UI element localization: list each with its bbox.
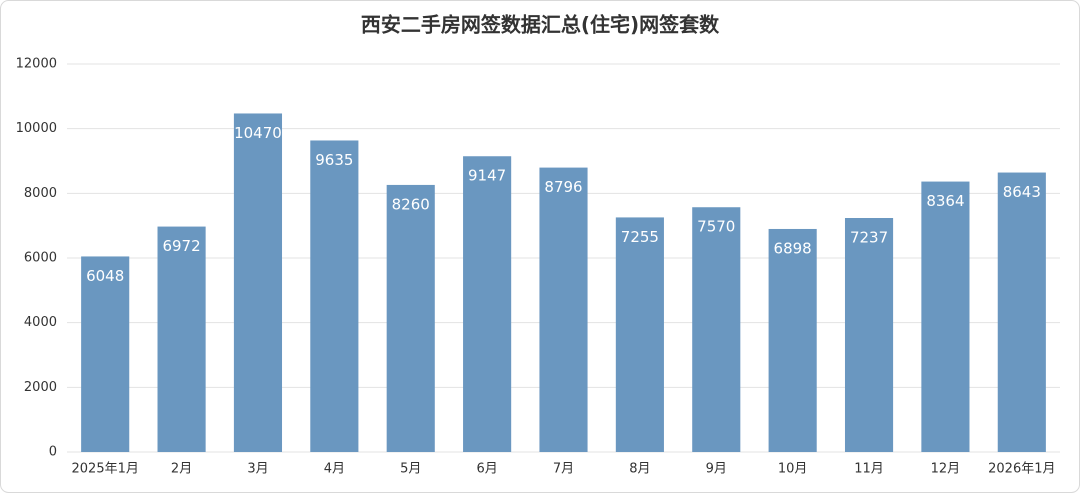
value-label: 10470 [234, 124, 282, 142]
value-label: 6898 [774, 239, 812, 257]
y-tick-label: 2000 [24, 380, 57, 395]
value-label: 8260 [392, 195, 430, 213]
bar [463, 156, 512, 452]
x-tick-label: 6月 [476, 462, 497, 477]
value-label: 9635 [315, 151, 353, 169]
value-label: 8364 [926, 192, 964, 210]
value-label: 7255 [621, 228, 659, 246]
chart-title: 西安二手房网签数据汇总(住宅)网签套数 [361, 13, 720, 37]
bar [921, 181, 970, 452]
value-label: 8643 [1003, 183, 1041, 201]
y-tick-label: 6000 [24, 251, 57, 266]
x-tick-label: 8月 [629, 462, 650, 477]
bar [81, 256, 130, 452]
x-tick-label: 7月 [553, 462, 574, 477]
x-tick-label: 2026年1月 [988, 462, 1055, 477]
bar [997, 172, 1046, 452]
x-tick-label: 11月 [854, 462, 884, 477]
value-label: 8796 [544, 178, 582, 196]
bar [692, 207, 741, 452]
bar [157, 226, 206, 452]
x-tick-label: 5月 [400, 462, 421, 477]
value-label: 7570 [697, 218, 735, 236]
x-tick-label: 3月 [247, 462, 268, 477]
x-tick-label: 9月 [706, 462, 727, 477]
bar [539, 167, 588, 452]
y-tick-label: 0 [49, 445, 57, 460]
bar [386, 184, 435, 452]
y-tick-label: 10000 [16, 121, 57, 136]
value-label: 9147 [468, 167, 506, 185]
x-tick-label: 10月 [778, 462, 808, 477]
bar [615, 217, 664, 452]
y-tick-label: 12000 [16, 57, 57, 72]
value-label: 6048 [86, 267, 124, 285]
y-tick-label: 8000 [24, 186, 57, 201]
bar [233, 113, 283, 452]
value-label: 7237 [850, 229, 888, 247]
x-tick-label: 12月 [931, 462, 961, 477]
bar [768, 228, 817, 452]
x-tick-label: 2025年1月 [72, 462, 139, 477]
value-label: 6972 [162, 237, 200, 255]
y-tick-label: 4000 [24, 315, 57, 330]
bar [844, 218, 894, 452]
bar [310, 140, 359, 453]
x-tick-label: 2月 [171, 462, 192, 477]
x-tick-label: 4月 [324, 462, 345, 477]
